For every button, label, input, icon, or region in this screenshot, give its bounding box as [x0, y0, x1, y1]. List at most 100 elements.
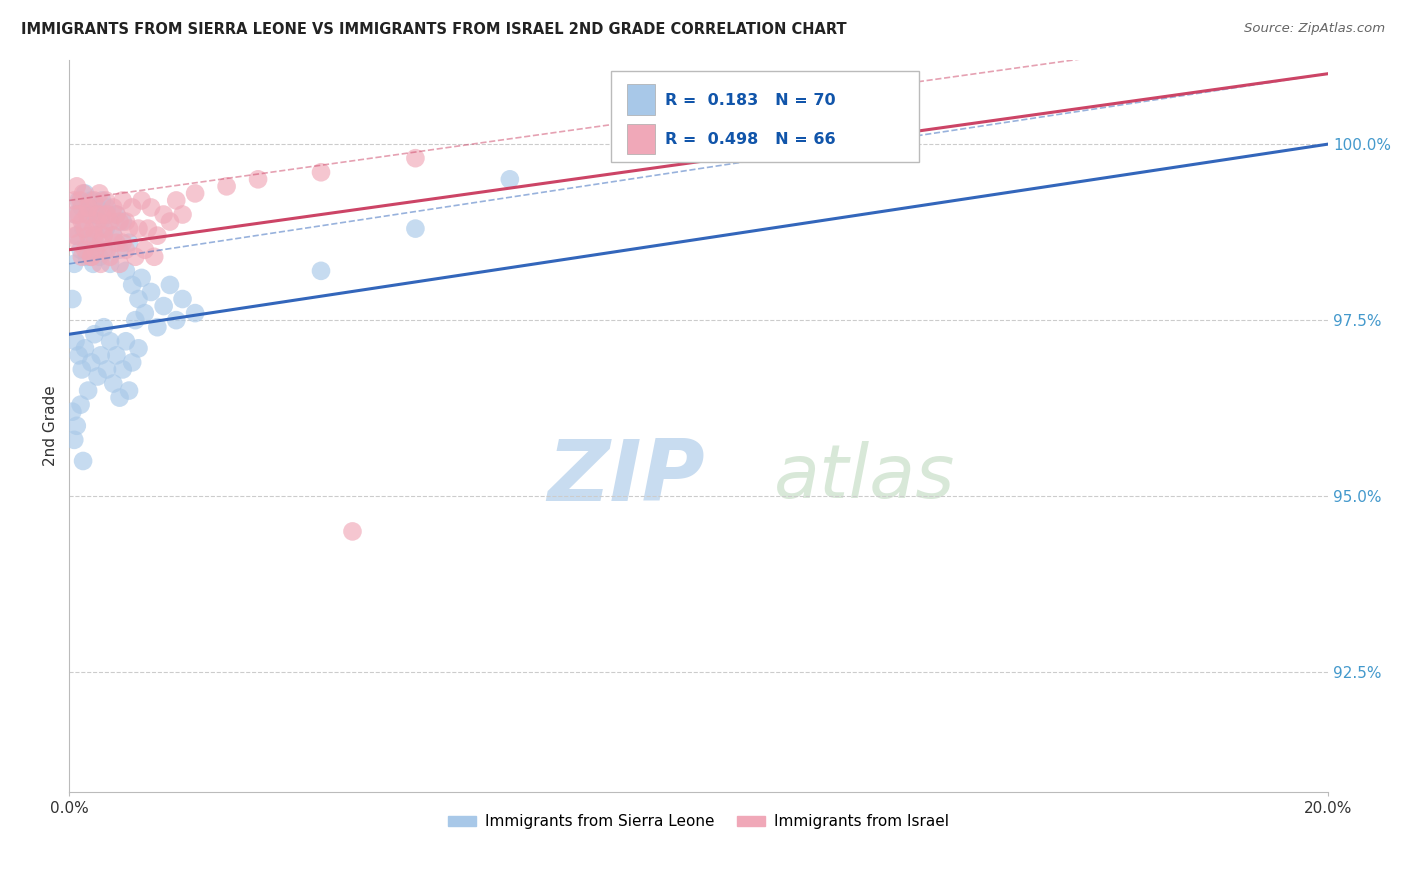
Point — [93, 320, 115, 334]
Point — [139, 285, 162, 299]
Point — [121, 277, 143, 292]
Point — [172, 207, 194, 221]
Point — [108, 257, 131, 271]
Point — [105, 207, 128, 221]
Point — [172, 292, 194, 306]
Point — [79, 201, 101, 215]
Point — [309, 264, 332, 278]
Point — [83, 327, 105, 342]
Point — [108, 214, 131, 228]
Point — [93, 221, 115, 235]
Point — [96, 243, 118, 257]
Point — [83, 194, 105, 208]
Point — [69, 243, 91, 257]
Point — [499, 172, 522, 186]
Point — [105, 235, 128, 250]
Point — [152, 299, 174, 313]
Point — [115, 334, 138, 349]
Point — [70, 362, 93, 376]
Point — [73, 186, 96, 201]
Point — [82, 221, 104, 235]
Point — [115, 264, 138, 278]
Point — [309, 165, 332, 179]
Point — [131, 194, 153, 208]
Point — [127, 341, 149, 355]
Point — [159, 277, 181, 292]
Point — [89, 250, 111, 264]
Point — [111, 194, 134, 208]
Point — [77, 201, 100, 215]
Point — [63, 257, 86, 271]
Point — [91, 207, 114, 221]
Point — [121, 355, 143, 369]
Point — [66, 418, 89, 433]
FancyBboxPatch shape — [627, 123, 655, 154]
Point — [73, 243, 96, 257]
Point — [83, 207, 105, 221]
Point — [63, 433, 86, 447]
Point — [82, 257, 104, 271]
Point — [84, 243, 107, 257]
Point — [404, 221, 426, 235]
Text: Source: ZipAtlas.com: Source: ZipAtlas.com — [1244, 22, 1385, 36]
Point — [159, 214, 181, 228]
Point — [184, 186, 207, 201]
Text: R =  0.183   N = 70: R = 0.183 N = 70 — [665, 93, 835, 108]
Point — [143, 250, 166, 264]
Point — [98, 250, 121, 264]
Point — [96, 201, 118, 215]
FancyBboxPatch shape — [610, 70, 920, 162]
Point — [93, 228, 115, 243]
Point — [105, 348, 128, 362]
Point — [72, 454, 94, 468]
Point — [131, 271, 153, 285]
Point — [121, 201, 143, 215]
Point — [86, 201, 108, 215]
Point — [146, 228, 169, 243]
Point — [80, 194, 103, 208]
Point — [96, 207, 118, 221]
Point — [70, 201, 93, 215]
Point — [108, 391, 131, 405]
Point — [90, 257, 112, 271]
Point — [86, 214, 108, 228]
Point — [77, 207, 100, 221]
Point — [404, 151, 426, 165]
Point — [134, 243, 156, 257]
Point — [86, 207, 108, 221]
Point — [66, 228, 89, 243]
Point — [80, 355, 103, 369]
Text: ZIP: ZIP — [547, 435, 706, 518]
Text: R =  0.498   N = 66: R = 0.498 N = 66 — [665, 132, 835, 147]
Point — [91, 194, 114, 208]
Point — [67, 194, 90, 208]
Point — [96, 362, 118, 376]
Point — [65, 207, 87, 221]
Point — [98, 214, 121, 228]
Point — [65, 207, 87, 221]
FancyBboxPatch shape — [627, 84, 655, 115]
Point — [63, 194, 86, 208]
Point — [146, 320, 169, 334]
Point — [94, 221, 117, 235]
Point — [111, 214, 134, 228]
Point — [90, 214, 112, 228]
Point — [98, 334, 121, 349]
Point — [134, 306, 156, 320]
Text: IMMIGRANTS FROM SIERRA LEONE VS IMMIGRANTS FROM ISRAEL 2ND GRADE CORRELATION CHA: IMMIGRANTS FROM SIERRA LEONE VS IMMIGRAN… — [21, 22, 846, 37]
Point — [165, 194, 187, 208]
Point — [60, 405, 83, 419]
Point — [105, 207, 128, 221]
Point — [76, 250, 98, 264]
Point — [67, 207, 90, 221]
Legend: Immigrants from Sierra Leone, Immigrants from Israel: Immigrants from Sierra Leone, Immigrants… — [443, 808, 955, 836]
Point — [80, 250, 103, 264]
Point — [215, 179, 238, 194]
Point — [69, 194, 91, 208]
Point — [103, 228, 125, 243]
Point — [108, 243, 131, 257]
Point — [93, 243, 115, 257]
Point — [89, 186, 111, 201]
Point — [77, 228, 100, 243]
Point — [118, 384, 141, 398]
